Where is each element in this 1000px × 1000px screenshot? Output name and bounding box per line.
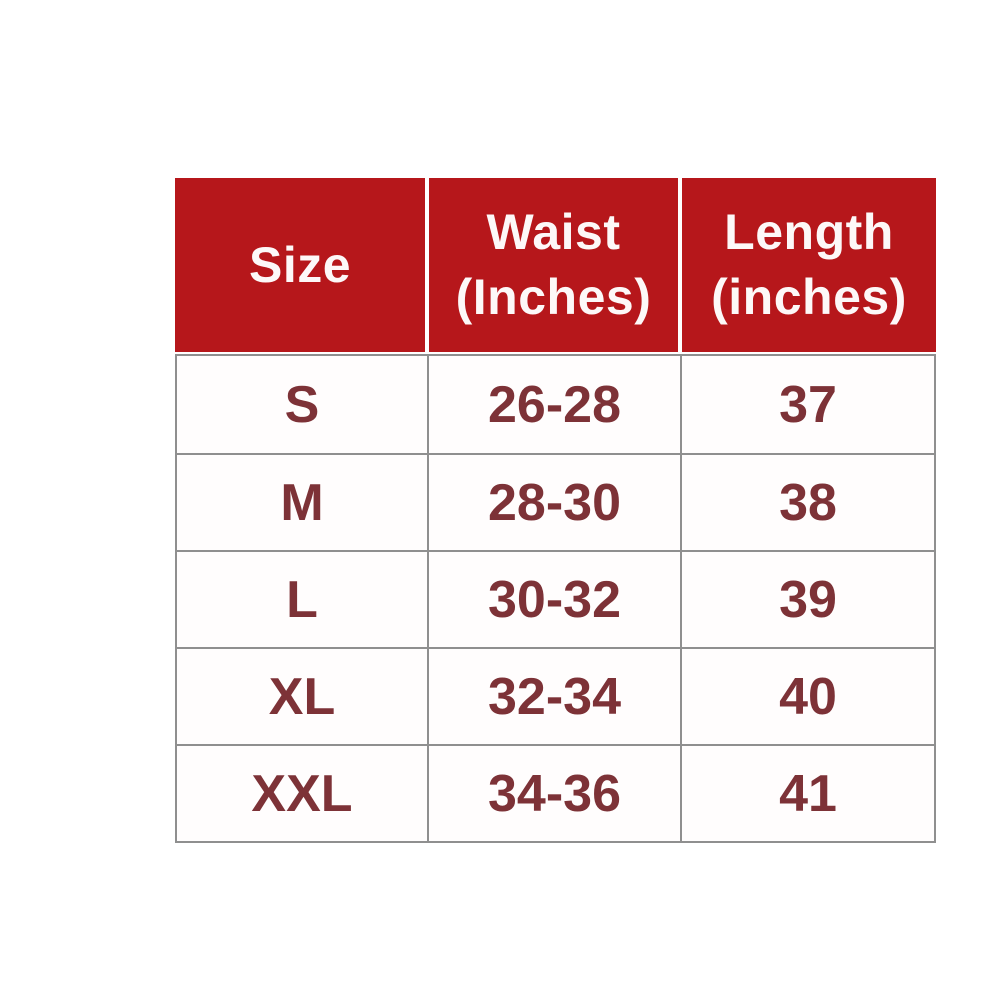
header-length-unit: (inches) <box>711 269 907 325</box>
cell-size: L <box>177 552 429 647</box>
size-chart-table: Size Waist (Inches) Length (inches) S 26… <box>175 178 936 843</box>
table-row-xl: XL 32-34 40 <box>177 647 934 744</box>
table-row-xxl: XXL 34-36 41 <box>177 744 934 841</box>
cell-size: XL <box>177 649 429 744</box>
header-waist-unit: (Inches) <box>455 269 652 325</box>
header-row: Size Waist (Inches) Length (inches) <box>175 178 936 352</box>
cell-waist: 34-36 <box>429 746 682 841</box>
header-size-label: Size <box>248 236 352 293</box>
table-row-l: L 30-32 39 <box>177 550 934 647</box>
cell-waist: 32-34 <box>429 649 682 744</box>
table-body: S 26-28 37 M 28-30 38 L 30-32 39 XL 32-3… <box>175 354 936 843</box>
header-cell-size: Size <box>175 178 425 352</box>
cell-length: 39 <box>682 552 934 647</box>
cell-length: 38 <box>682 455 934 550</box>
cell-length: 40 <box>682 649 934 744</box>
cell-waist: 30-32 <box>429 552 682 647</box>
header-length-label: Length <box>724 204 894 260</box>
table-row-m: M 28-30 38 <box>177 453 934 550</box>
cell-length: 41 <box>682 746 934 841</box>
header-waist-label: Waist <box>486 204 621 260</box>
cell-length: 37 <box>682 356 934 453</box>
header-cell-waist: Waist (Inches) <box>429 178 678 352</box>
cell-waist: 26-28 <box>429 356 682 453</box>
cell-size: S <box>177 356 429 453</box>
table-row-s: S 26-28 37 <box>177 356 934 453</box>
cell-waist: 28-30 <box>429 455 682 550</box>
cell-size: XXL <box>177 746 429 841</box>
cell-size: M <box>177 455 429 550</box>
header-cell-length: Length (inches) <box>682 178 936 352</box>
